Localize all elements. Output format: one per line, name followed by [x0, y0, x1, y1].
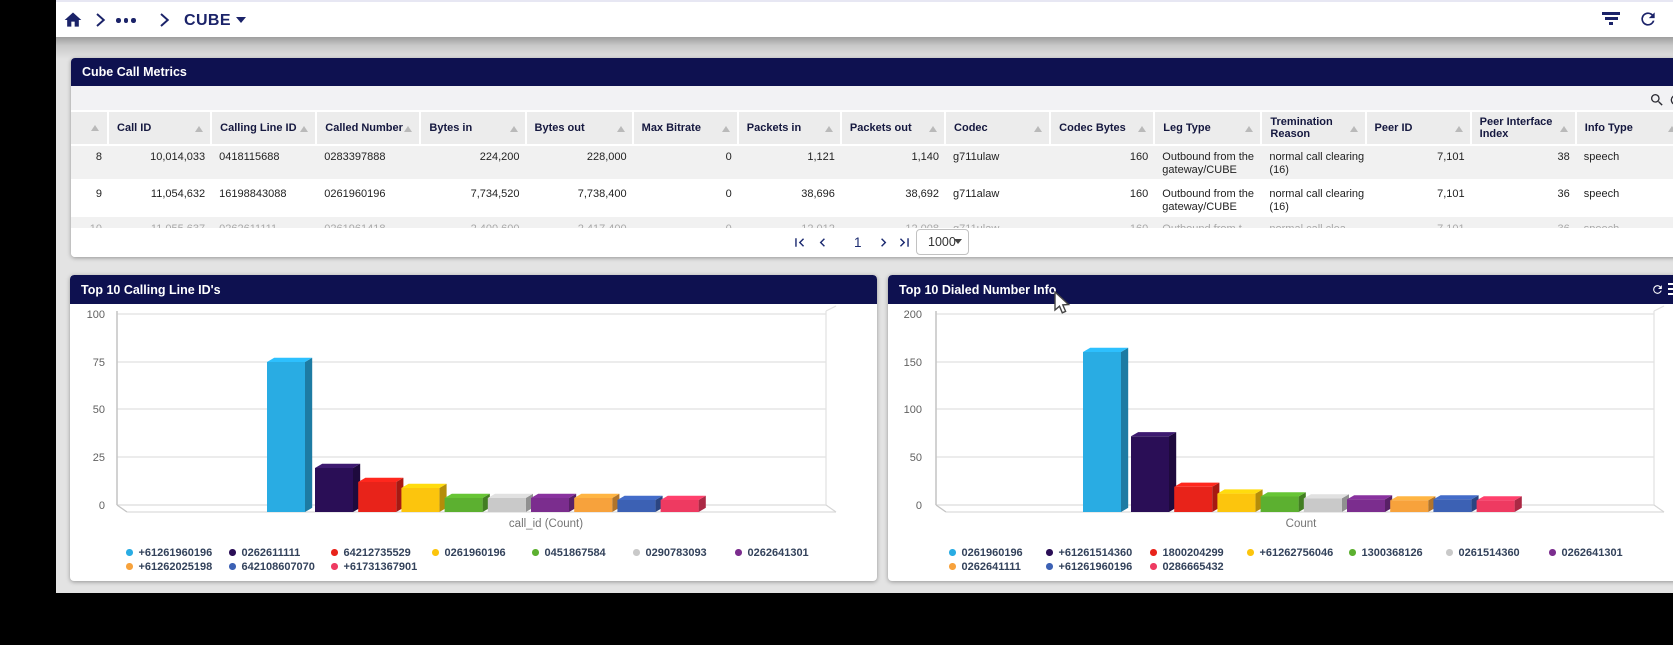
svg-text:0: 0 [916, 500, 922, 512]
svg-text:50: 50 [93, 404, 105, 416]
svg-text:call_id (Count): call_id (Count) [509, 518, 583, 530]
svg-text:Count: Count [1286, 518, 1317, 530]
svg-text:100: 100 [87, 309, 105, 321]
svg-text:200: 200 [904, 309, 922, 321]
svg-text:50: 50 [910, 452, 922, 464]
svg-text:75: 75 [93, 357, 105, 369]
svg-text:100: 100 [904, 404, 922, 416]
svg-text:0: 0 [99, 500, 105, 512]
svg-text:150: 150 [904, 357, 922, 369]
svg-text:25: 25 [93, 452, 105, 464]
